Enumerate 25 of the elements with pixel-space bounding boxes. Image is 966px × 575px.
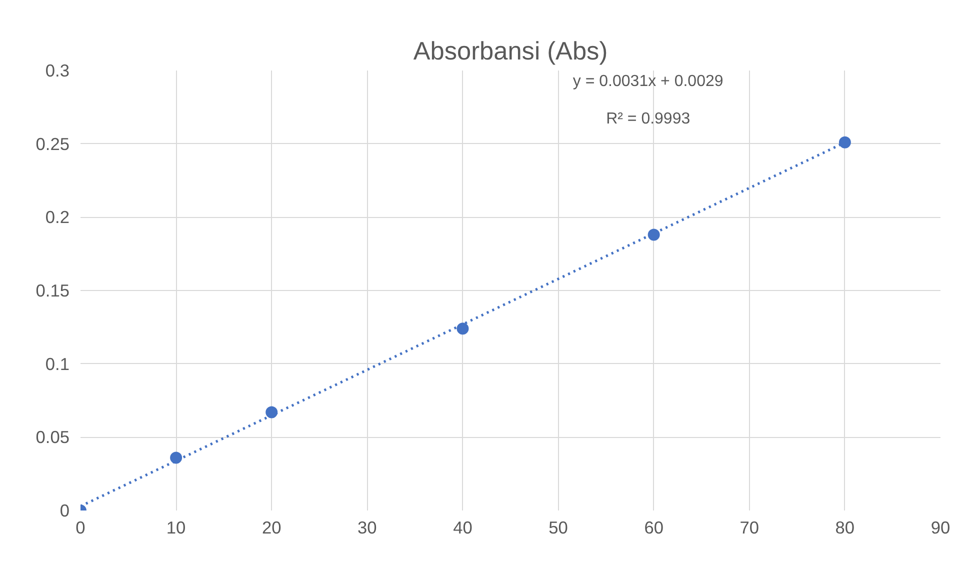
chart-title: Absorbansi (Abs)	[413, 38, 608, 66]
x-tick-label: 0	[76, 518, 86, 538]
x-tick-label: 20	[262, 518, 282, 538]
x-tick-label: 40	[453, 518, 472, 538]
point	[266, 406, 278, 418]
y-tick-label: 0.3	[45, 60, 70, 80]
y-tick-label: 0.15	[36, 280, 70, 300]
y-tick-label: 0.25	[36, 134, 70, 154]
x-tick-label: 90	[930, 518, 950, 538]
x-tick-label: 50	[548, 518, 568, 538]
y-tick-label: 0.2	[45, 207, 70, 228]
x-tick-label: 30	[358, 518, 377, 538]
point	[648, 228, 660, 241]
point	[456, 322, 469, 335]
annotation: R² = 0.9993	[606, 110, 690, 128]
x-tick-label: 80	[835, 518, 855, 538]
x-tick-label: 60	[644, 518, 664, 538]
point	[170, 452, 182, 464]
point	[838, 136, 851, 148]
y-tick-label: 0	[60, 500, 70, 520]
y-tick-label: 0.05	[36, 427, 70, 448]
x-tick-label: 10	[166, 518, 186, 538]
x-tick-label: 70	[740, 518, 760, 538]
annotation: y = 0.0031x + 0.0029	[572, 73, 724, 90]
y-tick-label: 0.1	[45, 354, 70, 374]
